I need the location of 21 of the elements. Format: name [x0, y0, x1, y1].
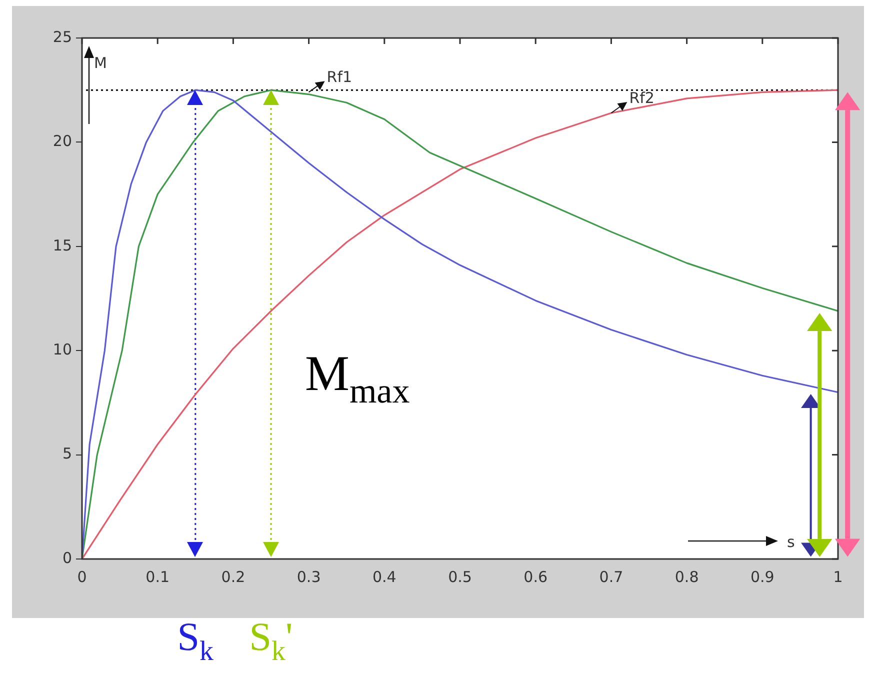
y-tick-label: 0	[62, 548, 72, 567]
y-tick-label: 25	[52, 28, 72, 46]
x-tick-label: 0.7	[599, 568, 624, 586]
x-tick-label: 0.6	[524, 568, 548, 586]
x-tick-label: 1	[833, 568, 843, 586]
y-tick-label: 20	[52, 132, 72, 150]
annotation: Rf2	[629, 89, 654, 108]
x-axis-title: s	[787, 533, 795, 551]
x-tick-label: 0	[77, 568, 87, 586]
annotation: Rf1	[326, 68, 352, 86]
y-tick-label: 15	[52, 236, 72, 254]
x-tick-label: 0.5	[448, 568, 472, 586]
x-tick-label: 0.1	[146, 568, 170, 586]
x-tick-label: 0.8	[674, 568, 699, 586]
x-tick-label: 0.3	[296, 568, 321, 586]
x-tick-label: 0.2	[221, 568, 246, 586]
x-tick-label: 0.4	[372, 568, 396, 586]
x-tick-label: 0.9	[750, 568, 774, 586]
y-tick-label: 5	[62, 444, 72, 463]
y-axis-title: M	[94, 54, 107, 72]
y-tick-label: 10	[52, 340, 72, 358]
